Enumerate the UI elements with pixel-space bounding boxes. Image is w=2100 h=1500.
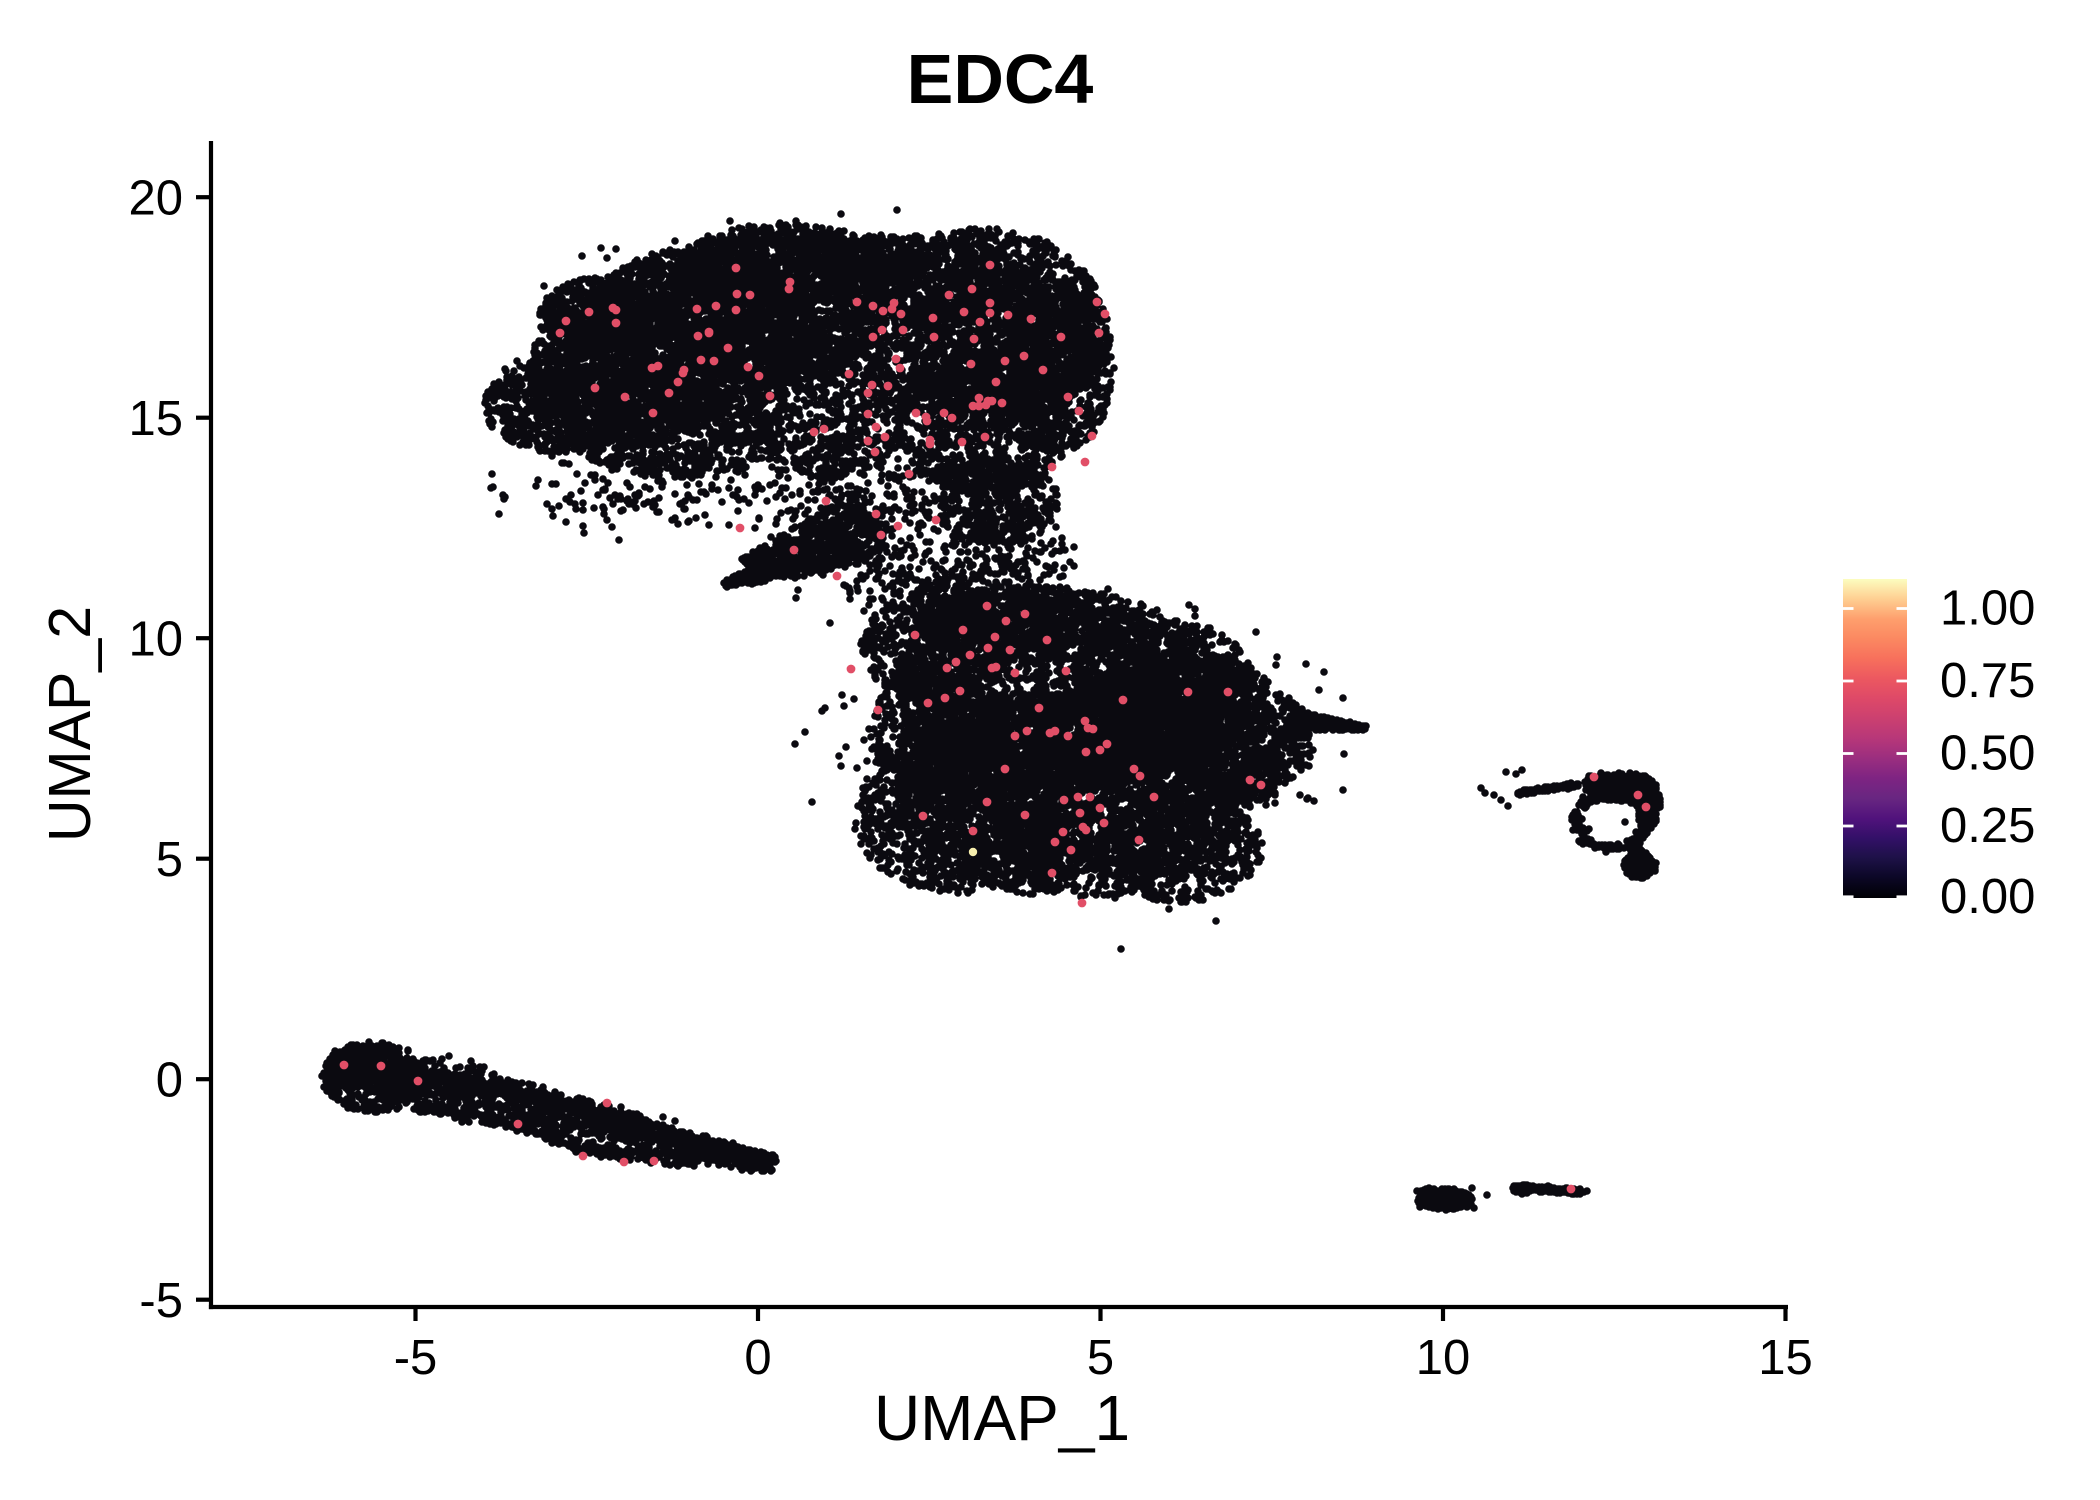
svg-text:15: 15 xyxy=(128,392,183,446)
svg-text:-5: -5 xyxy=(139,1274,183,1328)
svg-text:-5: -5 xyxy=(394,1331,438,1385)
svg-text:0: 0 xyxy=(744,1331,771,1385)
svg-text:15: 15 xyxy=(1758,1331,1813,1385)
svg-text:0.00: 0.00 xyxy=(1940,870,2035,924)
svg-text:0.25: 0.25 xyxy=(1940,799,2035,853)
svg-text:10: 10 xyxy=(1416,1331,1471,1385)
svg-text:1.00: 1.00 xyxy=(1940,582,2035,636)
svg-text:0: 0 xyxy=(156,1054,183,1108)
svg-text:5: 5 xyxy=(156,833,183,887)
svg-text:0.75: 0.75 xyxy=(1940,654,2035,708)
svg-text:20: 20 xyxy=(128,172,183,226)
svg-text:UMAP_2: UMAP_2 xyxy=(37,606,103,842)
svg-text:EDC4: EDC4 xyxy=(907,40,1094,118)
svg-text:10: 10 xyxy=(128,613,183,667)
svg-text:UMAP_1: UMAP_1 xyxy=(874,1382,1130,1454)
svg-text:5: 5 xyxy=(1087,1331,1114,1385)
svg-text:0.50: 0.50 xyxy=(1940,727,2035,781)
